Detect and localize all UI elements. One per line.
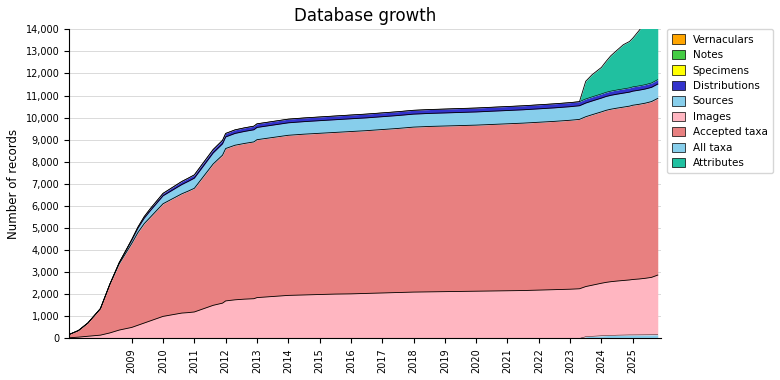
Title: Database growth: Database growth — [294, 7, 436, 25]
Y-axis label: Number of records: Number of records — [7, 129, 20, 239]
Legend: Vernaculars, Notes, Specimens, Distributions, Sources, Images, Accepted taxa, Al: Vernaculars, Notes, Specimens, Distribut… — [667, 29, 773, 173]
